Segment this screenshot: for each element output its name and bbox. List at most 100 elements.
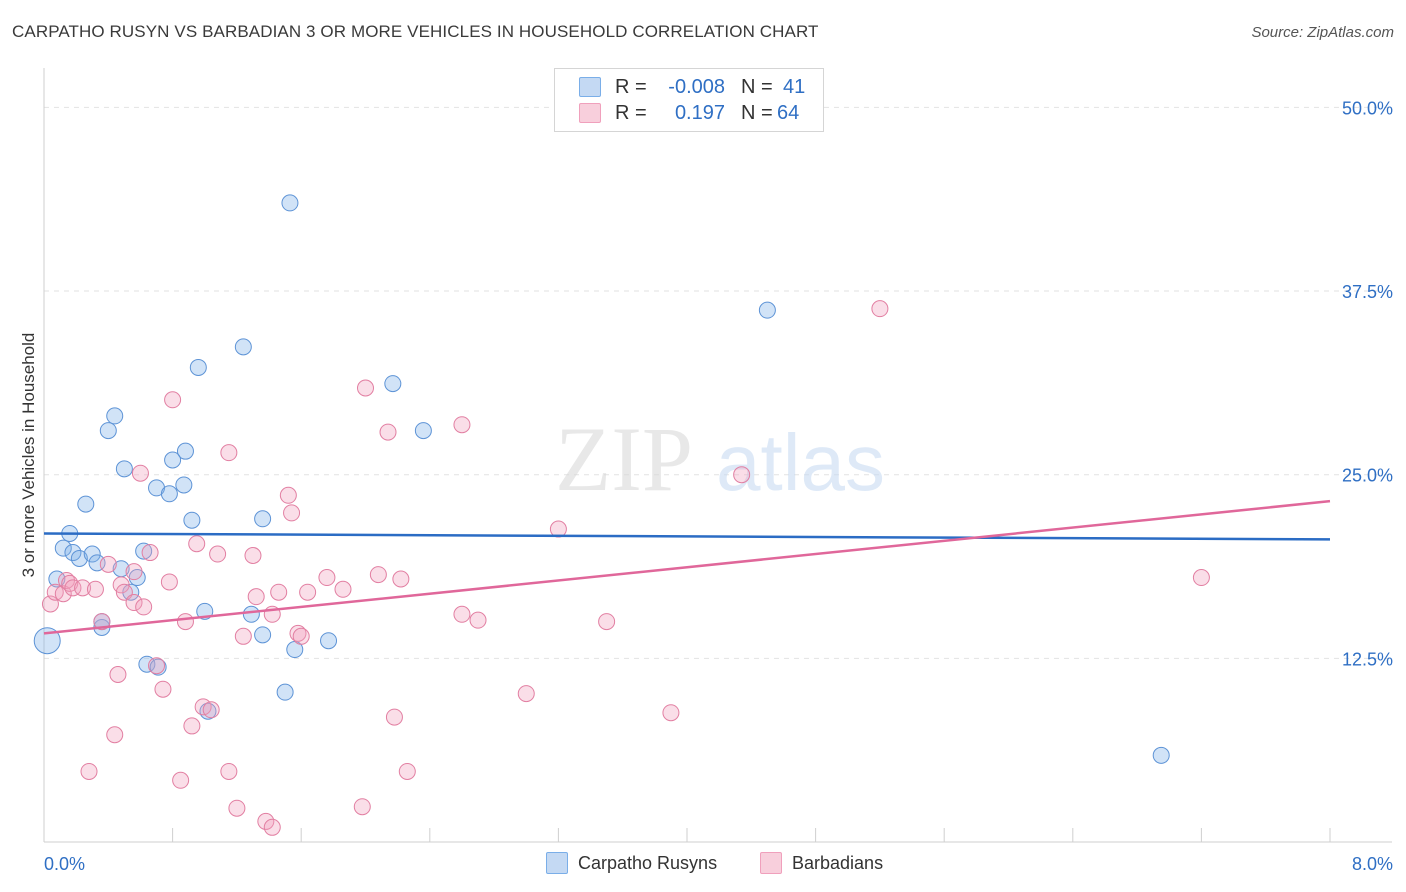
carpatho-point xyxy=(189,358,207,376)
axes xyxy=(43,68,1392,843)
series-label-carpatho: Carpatho Rusyns xyxy=(578,852,718,873)
carpatho-point xyxy=(276,683,294,701)
carpatho-point xyxy=(99,422,117,440)
watermark-zip: ZIP xyxy=(555,408,693,510)
barbadian-point xyxy=(263,818,281,836)
legend-r-label: R = xyxy=(615,101,647,124)
gridlines xyxy=(44,106,1392,659)
barbadian-point xyxy=(247,588,265,606)
legend-n-label: N = xyxy=(741,101,773,124)
barbadian-point xyxy=(289,624,307,642)
y-tick-label: 25.0% xyxy=(1342,466,1393,486)
barbadian-point xyxy=(99,555,117,573)
barbadian-point xyxy=(292,627,310,645)
chart-title: CARPATHO RUSYN VS BARBADIAN 3 OR MORE VE… xyxy=(12,22,819,41)
carpatho-point xyxy=(281,194,299,212)
carpatho-point xyxy=(106,407,124,425)
carpatho-point xyxy=(175,476,193,494)
barbadian-point xyxy=(164,391,182,409)
barbadian-point xyxy=(257,812,275,830)
carpatho-point xyxy=(83,545,101,563)
correlation-legend: R = -0.008 N = 41 R = 0.197 N = 64 xyxy=(554,68,824,132)
barbadian-point xyxy=(228,799,246,817)
carpatho-point xyxy=(135,542,153,560)
barbadian-point xyxy=(299,583,317,601)
series-label-barbadian: Barbadians xyxy=(792,852,884,873)
carpatho-point xyxy=(115,460,133,478)
data-points xyxy=(33,194,1210,836)
carpatho-point xyxy=(234,338,252,356)
barbadian-point xyxy=(220,444,238,462)
carpatho-point xyxy=(70,549,88,567)
trend-lines xyxy=(43,499,1331,635)
carpatho-point xyxy=(242,605,260,623)
barbadian-point xyxy=(357,379,374,397)
legend-swatch-barbadian xyxy=(579,103,601,123)
barbadian-point xyxy=(234,627,252,645)
barbadian-point xyxy=(392,570,410,588)
carpatho-point xyxy=(77,495,95,513)
barbadian-point xyxy=(109,666,127,684)
barbadian-point xyxy=(283,504,301,522)
watermark-atlas: atlas xyxy=(716,418,885,507)
carpatho-point xyxy=(64,544,82,562)
barbadian-point xyxy=(183,717,201,735)
legend-r-value: 0.197 xyxy=(674,101,725,124)
barbadian-point xyxy=(270,583,288,601)
series-legend-barbadian: Barbadians xyxy=(760,852,883,874)
y-tick-label: 50.0% xyxy=(1342,98,1393,118)
tick-labels: 12.5% 25.0% 37.5% 50.0% 0.0% 8.0% xyxy=(44,98,1393,874)
barbadian-point xyxy=(93,613,111,631)
barbadian-point xyxy=(64,579,82,597)
barbadian-point xyxy=(58,571,76,589)
barbadian-trend-line xyxy=(43,499,1331,635)
carpatho-point xyxy=(54,539,72,557)
legend-n-value: 64 xyxy=(777,101,800,124)
legend-row-barbadian: R = 0.197 N = 64 xyxy=(579,101,799,125)
legend-row-carpatho: R = -0.008 N = 41 xyxy=(579,75,805,99)
legend-r-label: R = xyxy=(615,75,647,98)
barbadian-point xyxy=(517,685,535,703)
barbadian-point xyxy=(453,605,471,623)
barbadian-point xyxy=(469,611,487,629)
barbadian-point xyxy=(131,464,149,482)
barbadian-point xyxy=(279,486,297,504)
x-tick-label: 0.0% xyxy=(44,854,85,874)
barbadian-point xyxy=(106,726,124,744)
barbadian-point xyxy=(176,613,194,631)
barbadian-point xyxy=(172,771,190,789)
source-label: Source: ZipAtlas.com xyxy=(1251,24,1394,41)
barbadian-point xyxy=(453,416,471,434)
barbadian-point xyxy=(220,762,238,780)
barbadian-point xyxy=(202,701,220,719)
barbadian-point xyxy=(188,535,206,553)
barbadian-point xyxy=(86,580,104,598)
legend-r-value: -0.008 xyxy=(668,75,725,98)
barbadian-point xyxy=(125,563,143,581)
barbadian-point xyxy=(135,598,153,616)
barbadian-point xyxy=(334,580,352,598)
legend-n-label: N = xyxy=(741,75,773,98)
x-tick-label: 8.0% xyxy=(1352,854,1393,874)
barbadian-point xyxy=(154,680,172,698)
barbadian-point xyxy=(369,566,387,584)
carpatho-point xyxy=(320,632,338,650)
carpatho-point xyxy=(758,301,776,319)
carpatho-point xyxy=(414,422,432,440)
y-tick-label: 12.5% xyxy=(1342,649,1393,669)
barbadian-point xyxy=(141,544,159,562)
carpatho-point xyxy=(254,626,272,644)
barbadian-point xyxy=(598,613,616,631)
y-tick-label: 37.5% xyxy=(1342,282,1393,302)
series-legend-carpatho: Carpatho Rusyns xyxy=(546,852,717,874)
carpatho-point xyxy=(176,442,194,460)
legend-swatch-carpatho xyxy=(579,77,601,97)
barbadian-point xyxy=(662,704,680,722)
carpatho-point xyxy=(254,510,272,528)
barbadian-point xyxy=(398,762,416,780)
watermark: ZIP atlas xyxy=(555,408,885,510)
series-swatch-barbadian xyxy=(760,852,782,874)
barbadian-point xyxy=(871,300,889,318)
barbadian-point xyxy=(353,798,371,816)
